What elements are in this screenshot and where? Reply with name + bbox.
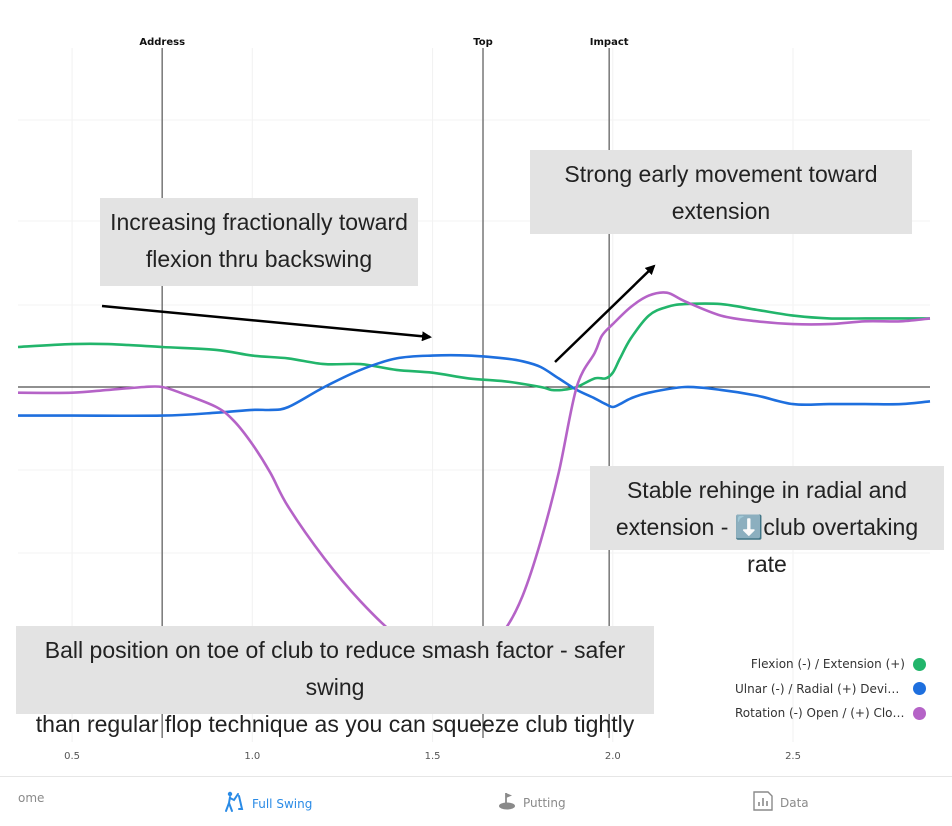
putting-icon <box>497 791 517 814</box>
golfer-icon <box>224 791 246 816</box>
annotation-extension: Strong early movement toward extension <box>530 150 912 234</box>
annotation-flexion-line1: Increasing fractionally toward <box>110 209 408 235</box>
x-tick-label: 2.0 <box>605 751 621 762</box>
legend-dot <box>913 706 926 720</box>
legend-label: Flexion (-) / Extension (+) <box>750 657 905 672</box>
tab-full-swing[interactable]: Full Swing <box>224 791 312 816</box>
annotation-flexion-line2: flexion thru backswing <box>145 246 373 272</box>
legend-item-flexion[interactable]: Flexion (-) / Extension (+) <box>626 652 926 677</box>
legend-dot <box>913 657 926 671</box>
annotation-extension-line1: Strong early movement toward <box>564 161 878 187</box>
event-label-impact: Impact <box>590 37 629 48</box>
annotation-arrows <box>101 264 656 363</box>
annotation-rehinge-line2: extension - ⬇️club overtaking rate <box>615 514 919 577</box>
tab-putting[interactable]: Putting <box>497 791 566 814</box>
annotation-rehinge-line1: Stable rehinge in radial and <box>626 477 908 503</box>
x-tick-label: 1.5 <box>425 751 441 762</box>
x-axis-ticks: 0.5 1.0 1.5 2.0 2.5 <box>64 751 801 762</box>
annotation-ball-position: Ball position on toe of club to reduce s… <box>16 626 654 737</box>
annotation-ball-line2: than regular flop technique as you can s… <box>35 711 635 737</box>
x-tick-label: 1.0 <box>244 751 260 762</box>
bottom-tab-bar: ome Full Swing Putting Dat <box>0 776 952 826</box>
event-label-address: Address <box>139 37 185 48</box>
tab-putting-label: Putting <box>523 795 566 810</box>
data-chart-icon <box>752 791 774 814</box>
arrow-extension <box>554 264 656 363</box>
chart-legend: Flexion (-) / Extension (+) Ulnar (-) / … <box>626 652 926 726</box>
tab-full-swing-label: Full Swing <box>252 796 313 811</box>
tab-data[interactable]: Data <box>752 791 809 814</box>
legend-item-rotation[interactable]: Rotation (-) Open / (+) Closed <box>626 701 926 726</box>
annotation-ball-line1: Ball position on toe of club to reduce s… <box>44 637 626 700</box>
tab-home[interactable]: ome <box>18 791 44 805</box>
legend-label: Ulnar (-) / Radial (+) Deviation <box>735 681 905 696</box>
event-label-top: Top <box>473 37 493 48</box>
tab-data-label: Data <box>780 795 809 810</box>
legend-label: Rotation (-) Open / (+) Closed <box>735 706 905 721</box>
arrow-backswing <box>101 304 432 342</box>
series-line-0 <box>17 302 930 392</box>
annotation-extension-line2: extension <box>671 198 771 224</box>
tab-home-label: ome <box>18 791 45 805</box>
legend-item-deviation[interactable]: Ulnar (-) / Radial (+) Deviation <box>626 677 926 702</box>
x-tick-label: 2.5 <box>785 751 801 762</box>
legend-dot <box>913 682 926 696</box>
series-line-1 <box>17 353 931 418</box>
annotation-rehinge: Stable rehinge in radial and extension -… <box>590 466 944 577</box>
x-tick-label: 0.5 <box>64 751 80 762</box>
annotation-flexion: Increasing fractionally toward flexion t… <box>100 198 418 286</box>
